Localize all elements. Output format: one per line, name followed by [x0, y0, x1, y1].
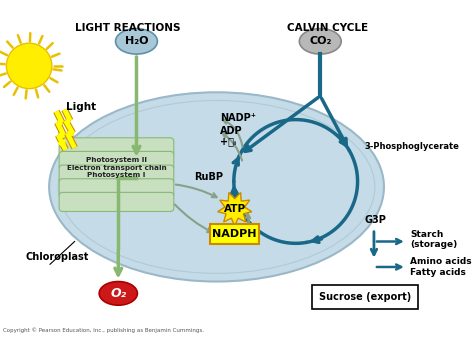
Ellipse shape: [99, 282, 137, 305]
Text: NADPH: NADPH: [212, 229, 257, 239]
Polygon shape: [218, 193, 252, 226]
Text: Starch
(storage): Starch (storage): [410, 230, 457, 249]
Text: ADP: ADP: [220, 126, 243, 136]
FancyBboxPatch shape: [59, 151, 174, 170]
Ellipse shape: [49, 92, 384, 282]
Text: CALVIN CYCLE: CALVIN CYCLE: [287, 23, 368, 33]
Text: NADP⁺: NADP⁺: [220, 113, 256, 123]
Text: 3-Phosphoglycerate: 3-Phosphoglycerate: [365, 143, 460, 151]
FancyBboxPatch shape: [210, 224, 259, 244]
Ellipse shape: [300, 29, 341, 54]
Text: Amino acids
Fatty acids: Amino acids Fatty acids: [410, 257, 472, 277]
Text: Light: Light: [65, 102, 96, 112]
FancyBboxPatch shape: [59, 138, 174, 157]
Text: +Ⓟᵢ: +Ⓟᵢ: [220, 137, 237, 146]
FancyBboxPatch shape: [59, 165, 174, 184]
Text: G3P: G3P: [365, 215, 387, 225]
Text: O₂: O₂: [110, 287, 127, 300]
Text: CO₂: CO₂: [309, 36, 331, 46]
Text: RuBP: RuBP: [194, 172, 223, 182]
Text: Sucrose (export): Sucrose (export): [319, 292, 411, 302]
Text: Photosystem II
Electron transport chain
Photosystem I: Photosystem II Electron transport chain …: [66, 157, 166, 178]
FancyBboxPatch shape: [59, 179, 174, 198]
Text: ATP: ATP: [224, 204, 246, 214]
Circle shape: [6, 43, 52, 89]
Text: Copyright © Pearson Education, Inc., publishing as Benjamin Cummings.: Copyright © Pearson Education, Inc., pub…: [3, 328, 204, 333]
FancyBboxPatch shape: [59, 193, 174, 212]
FancyBboxPatch shape: [312, 285, 418, 309]
Text: Chloroplast: Chloroplast: [26, 252, 89, 262]
Text: LIGHT REACTIONS: LIGHT REACTIONS: [74, 23, 180, 33]
Ellipse shape: [116, 29, 157, 54]
Text: H₂O: H₂O: [125, 36, 148, 46]
